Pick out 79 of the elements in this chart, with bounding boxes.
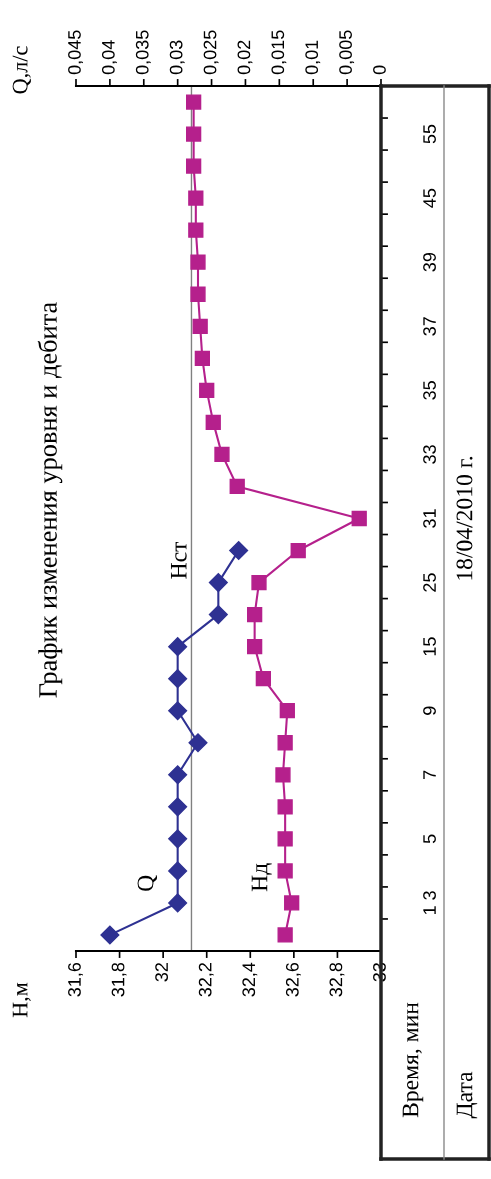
point — [168, 669, 188, 689]
y-tick-label: 1 3 — [423, 891, 436, 915]
y-tick-label: 45 — [423, 188, 436, 208]
text: 18/04/2010 г. — [456, 456, 473, 580]
point — [190, 254, 206, 270]
y-tick-label: 37 — [423, 317, 436, 336]
point — [188, 190, 204, 206]
x-tick-label: 31,6 — [68, 962, 83, 997]
text: Нд — [251, 863, 272, 892]
point — [277, 831, 293, 847]
y-tick-label: 39 — [423, 253, 436, 272]
point — [190, 286, 206, 302]
point — [290, 542, 306, 559]
x-tick-label: 32,6 — [285, 962, 301, 997]
point — [186, 158, 202, 174]
point — [351, 510, 367, 527]
point — [247, 606, 263, 623]
point — [275, 767, 291, 783]
text: Дата — [456, 1071, 478, 1119]
x2-tick-label: 0 — [373, 65, 386, 75]
y-tick-label: 35 — [423, 381, 436, 400]
point — [229, 541, 249, 561]
y-tick-label: 7 — [423, 770, 436, 779]
text: График изменения уровня и дебита — [37, 302, 63, 698]
x-tick-label: 31,8 — [111, 962, 127, 997]
point — [208, 573, 228, 593]
text: Q,л/с — [12, 46, 31, 94]
point — [192, 318, 208, 334]
point — [168, 861, 188, 881]
point — [188, 733, 208, 753]
point — [168, 893, 188, 913]
x-tick-label: 32,2 — [198, 963, 214, 997]
x2-tick-label: 0,04 — [101, 40, 117, 75]
point — [279, 703, 295, 719]
point — [251, 574, 267, 591]
point — [168, 797, 188, 817]
point — [168, 637, 188, 657]
point — [247, 639, 263, 655]
y-tick-label: 55 — [423, 124, 436, 144]
point — [188, 222, 204, 238]
point — [277, 799, 293, 815]
x2-tick-label: 0,01 — [305, 40, 321, 75]
y-axis-title: Время, мин — [402, 1002, 424, 1118]
point — [168, 765, 188, 785]
text: Q — [137, 875, 158, 891]
point — [229, 478, 245, 495]
x-tick-label: 32 — [155, 963, 168, 982]
point — [186, 126, 202, 142]
point — [168, 829, 188, 849]
x2-tick-label: 0,035 — [135, 30, 151, 75]
y-tick-label: 15 — [423, 637, 436, 656]
y-tick-label: 33 — [423, 445, 436, 464]
point — [255, 671, 271, 687]
y-tick-label: 9 — [423, 706, 436, 715]
x2-tick-label: 0,02 — [237, 40, 253, 75]
x2-tick-label: 0,025 — [203, 30, 219, 75]
ref-line-label: Нст — [170, 541, 187, 579]
point — [214, 446, 230, 463]
x2-tick-label: 0,005 — [339, 30, 355, 75]
y-tick-label: 31 — [423, 509, 436, 528]
point — [194, 350, 210, 366]
x-tick-label: 32,8 — [329, 962, 345, 997]
point — [284, 895, 300, 911]
point — [277, 735, 293, 751]
text: H,м — [12, 982, 31, 1018]
y-tick-label: 25 — [423, 573, 436, 592]
point — [168, 701, 188, 721]
point — [277, 863, 293, 879]
point — [205, 414, 221, 431]
point — [186, 94, 202, 110]
x-tick-label: 32,4 — [242, 962, 258, 997]
x2-tick-label: 0,015 — [271, 30, 287, 75]
point — [199, 382, 215, 398]
x2-tick-label: 0,03 — [169, 40, 185, 75]
point — [208, 605, 228, 625]
x2-tick-label: 0,045 — [68, 30, 83, 75]
point — [100, 925, 120, 945]
point — [277, 927, 293, 943]
y-tick-label: 5 — [423, 834, 436, 844]
